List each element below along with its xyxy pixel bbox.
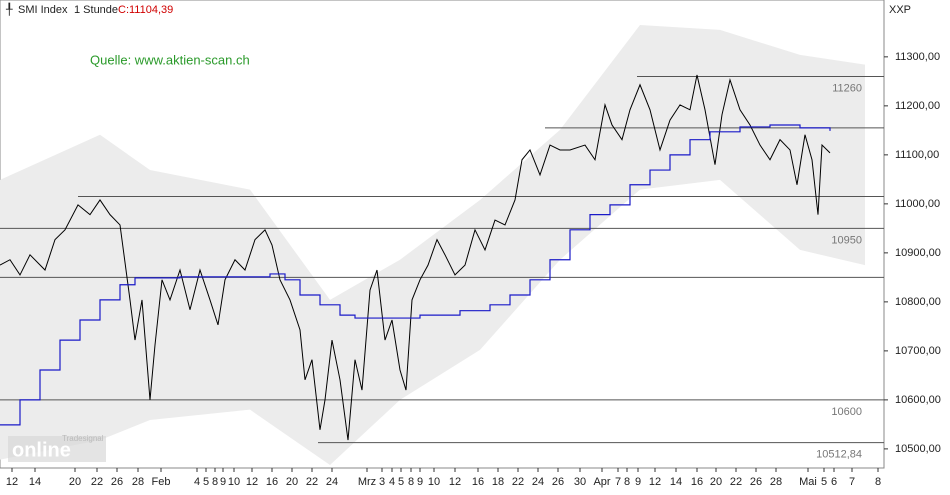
x-tick-label: 4	[389, 476, 395, 488]
x-tick-label: 12	[6, 476, 18, 488]
x-tick-label: 9	[417, 476, 423, 488]
logo-box	[8, 436, 106, 462]
x-tick-label: 8	[875, 476, 881, 488]
x-tick-label: 8	[408, 476, 414, 488]
x-tick-label: 16	[266, 476, 278, 488]
axis-layer: 10500,00 10600,00 10700,00 10800,00 10900,00…	[6, 51, 941, 488]
x-tick-label: 24	[532, 476, 544, 488]
x-tick-label: 12	[649, 476, 661, 488]
x-tick-label: 6	[831, 476, 837, 488]
instrument: SMI Index	[18, 4, 68, 16]
currency: XXP	[889, 4, 911, 16]
x-tick-label: 12	[246, 476, 258, 488]
close-label: C:11104,39	[118, 4, 173, 16]
x-tick-label: 22	[512, 476, 524, 488]
source: Quelle: www.aktien-scan.ch	[90, 52, 250, 67]
levels-layer: 11260 10950 10600 10512,84	[0, 75, 884, 461]
x-tick-label: 10	[228, 476, 240, 488]
x-tick-label: 22	[730, 476, 742, 488]
x-tick-label: Mai	[799, 476, 817, 488]
x-tick-label: 9	[635, 476, 641, 488]
x-tick-label: 24	[326, 476, 338, 488]
y-tick-label: 10600,00	[895, 394, 941, 406]
y-tick-label: 11300,00	[895, 51, 940, 63]
band-layer	[0, 24, 865, 466]
x-tick-label: 8	[624, 476, 630, 488]
y-tick-label: 11000,00	[895, 198, 940, 210]
x-tick-label: 3	[379, 476, 385, 488]
logo: online	[12, 439, 71, 461]
x-tick-label: 5	[203, 476, 209, 488]
interval: 1 Stunde	[74, 4, 118, 16]
x-tick-label: 26	[111, 476, 123, 488]
header-icon: ╀	[5, 2, 13, 16]
x-tick-label: 5	[821, 476, 827, 488]
x-tick-label: 28	[770, 476, 782, 488]
level-label: 10600	[831, 406, 862, 418]
y-tick-label: 10700,00	[895, 345, 941, 357]
band-area	[0, 24, 865, 466]
x-tick-label: Apr	[593, 476, 610, 488]
x-tick-label: 20	[286, 476, 298, 488]
y-tick-label: 11200,00	[895, 100, 940, 112]
average-line	[0, 124, 831, 426]
x-tick-label: 20	[69, 476, 81, 488]
y-tick-label: 11100,00	[895, 149, 939, 161]
x-tick-label: 28	[132, 476, 144, 488]
x-tick-label: 16	[691, 476, 703, 488]
x-tick-label: 18	[492, 476, 504, 488]
price-line	[0, 74, 831, 441]
level-label: 10950	[831, 234, 862, 246]
x-tick-label: 26	[552, 476, 564, 488]
x-tick-label: 14	[29, 476, 41, 488]
logo-sub: Tradesignal	[62, 434, 104, 443]
x-tick-label: 8	[212, 476, 218, 488]
x-tick-label: 4	[194, 476, 200, 488]
x-tick-label: 14	[670, 476, 682, 488]
x-tick-label: Mrz	[358, 476, 376, 488]
x-tick-label: 20	[710, 476, 722, 488]
level-label: 11260	[832, 82, 862, 94]
x-tick-label: 7	[849, 476, 855, 488]
x-tick-label: 22	[306, 476, 318, 488]
x-tick-label: 26	[750, 476, 762, 488]
x-tick-label: 7	[615, 476, 621, 488]
x-tick-label: 12	[449, 476, 461, 488]
x-tick-label: 30	[574, 476, 586, 488]
x-tick-label: Feb	[152, 476, 171, 488]
x-tick-label: 22	[91, 476, 103, 488]
lines-layer	[0, 74, 831, 441]
x-tick-label: 5	[398, 476, 404, 488]
y-tick-label: 10800,00	[895, 296, 941, 308]
x-tick-label: 9	[220, 476, 226, 488]
x-tick-label: 10	[428, 476, 440, 488]
y-tick-label: 10900,00	[895, 247, 941, 259]
level-label: 10512,84	[816, 449, 862, 461]
x-tick-label: 16	[472, 476, 484, 488]
y-tick-label: 10500,00	[895, 443, 941, 455]
